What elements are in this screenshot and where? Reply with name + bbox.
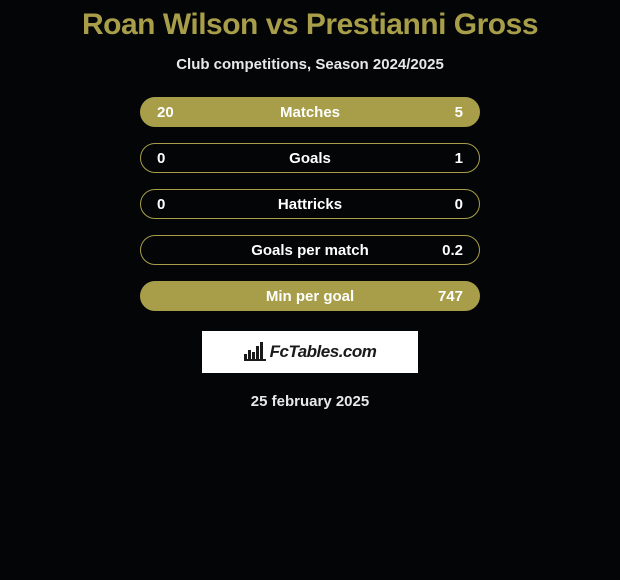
stat-label: Goals: [207, 150, 413, 167]
stat-right: 5: [413, 104, 463, 121]
stat-left: 0: [157, 196, 207, 213]
card-title: Roan Wilson vs Prestianni Gross: [82, 8, 538, 42]
stat-right: 0: [413, 196, 463, 213]
stat-row-matches: 20 Matches 5: [140, 97, 480, 127]
stat-row-hattricks: 0 Hattricks 0: [140, 189, 480, 219]
stat-left: 0: [157, 150, 207, 167]
stat-row-min-per-goal: Min per goal 747: [140, 281, 480, 311]
stat-left: 20: [157, 104, 207, 121]
stat-row-goals: 0 Goals 1: [140, 143, 480, 173]
card-date: 25 february 2025: [251, 393, 369, 410]
stat-row-goals-per-match: Goals per match 0.2: [140, 235, 480, 265]
stat-right: 0.2: [413, 242, 463, 259]
brand-chart-icon: [244, 343, 266, 361]
stat-right: 747: [413, 288, 463, 305]
stats-container: 20 Matches 5 0 Goals 1 0 Hattricks 0 Goa…: [0, 97, 620, 327]
stat-label: Hattricks: [207, 196, 413, 213]
stat-label: Min per goal: [207, 288, 413, 305]
comparison-card: Roan Wilson vs Prestianni Gross Club com…: [0, 0, 620, 410]
card-subtitle: Club competitions, Season 2024/2025: [176, 56, 444, 73]
brand-text: FcTables.com: [270, 342, 377, 362]
stat-label: Matches: [207, 104, 413, 121]
stat-right: 1: [413, 150, 463, 167]
stat-label: Goals per match: [207, 242, 413, 259]
brand-badge[interactable]: FcTables.com: [202, 331, 418, 373]
